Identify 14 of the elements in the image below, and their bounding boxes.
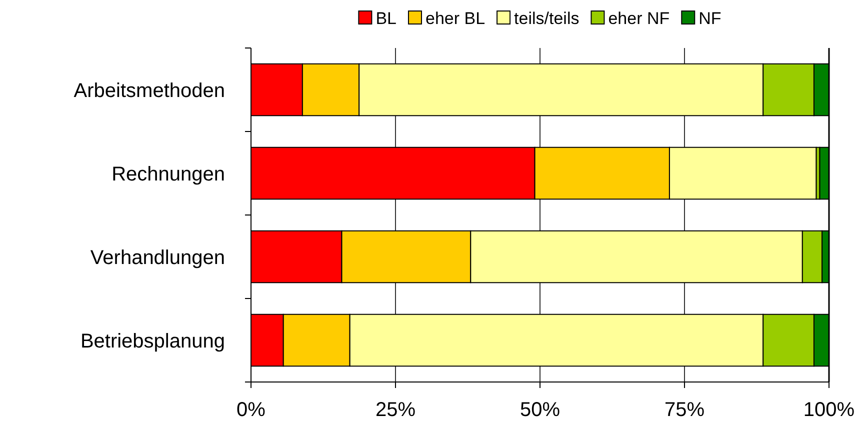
x-tick-label: 50% xyxy=(520,399,560,422)
legend-label: eher BL xyxy=(425,8,486,28)
y-tick-label: Arbeitsmethoden xyxy=(74,80,225,102)
x-tick-label: 25% xyxy=(375,399,416,422)
y-tick-label: Rechnungen xyxy=(112,163,225,186)
x-tick-label: 75% xyxy=(664,399,705,422)
legend-label: BL xyxy=(376,8,396,28)
x-tick-label: 100% xyxy=(803,399,855,422)
y-tick-label: Betriebsplanung xyxy=(80,330,225,352)
x-tick-label: 0% xyxy=(236,399,266,422)
legend-label: teils/teils xyxy=(514,8,580,28)
legend-label: NF xyxy=(698,8,722,28)
legend-label: eher NF xyxy=(608,8,670,28)
y-tick-label: Verhandlungen xyxy=(90,246,225,269)
